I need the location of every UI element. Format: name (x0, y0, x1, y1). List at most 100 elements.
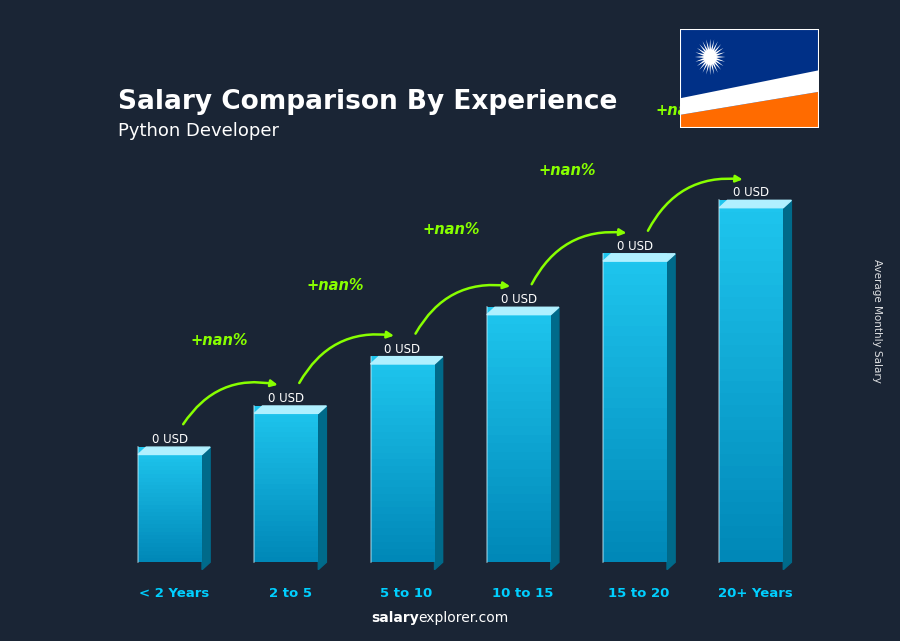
Bar (371, 431, 435, 439)
Bar (138, 451, 202, 454)
Bar (255, 431, 319, 437)
Bar (371, 459, 435, 466)
Bar (603, 284, 667, 295)
Bar (719, 453, 783, 466)
Text: 10 to 15: 10 to 15 (492, 587, 554, 600)
FancyArrowPatch shape (184, 381, 275, 424)
Bar (255, 442, 319, 447)
Bar (487, 358, 551, 367)
Bar (603, 418, 667, 429)
Bar (138, 481, 202, 485)
Bar (255, 458, 319, 463)
Polygon shape (371, 356, 443, 364)
Bar (719, 296, 783, 309)
Bar (603, 397, 667, 408)
Bar (255, 536, 319, 542)
Bar (371, 466, 435, 473)
Bar (719, 224, 783, 237)
Bar (603, 336, 667, 346)
Bar (603, 304, 667, 315)
Bar (487, 477, 551, 486)
Bar (603, 541, 667, 552)
Bar (371, 528, 435, 535)
Bar (255, 531, 319, 537)
Bar (719, 526, 783, 538)
Bar (255, 526, 319, 531)
Text: Average Monthly Salary: Average Monthly Salary (872, 258, 883, 383)
Text: 20+ Years: 20+ Years (718, 587, 793, 600)
Bar (138, 554, 202, 558)
Polygon shape (680, 71, 819, 115)
Bar (603, 459, 667, 470)
Bar (603, 326, 667, 336)
Bar (487, 469, 551, 478)
Bar (371, 555, 435, 562)
Text: 0 USD: 0 USD (268, 392, 304, 405)
Text: < 2 Years: < 2 Years (139, 587, 209, 600)
Bar (371, 487, 435, 494)
Bar (603, 428, 667, 439)
Polygon shape (435, 356, 443, 570)
Bar (603, 294, 667, 305)
Bar (487, 511, 551, 520)
Bar (371, 479, 435, 487)
Bar (603, 408, 667, 419)
Text: 0 USD: 0 USD (384, 343, 420, 356)
Bar (487, 494, 551, 503)
Bar (719, 538, 783, 550)
Bar (487, 349, 551, 358)
Bar (719, 212, 783, 224)
Polygon shape (667, 254, 675, 570)
Bar (138, 528, 202, 531)
Bar (603, 531, 667, 542)
Bar (138, 524, 202, 528)
Bar (487, 409, 551, 418)
Bar (487, 341, 551, 350)
Bar (255, 515, 319, 520)
Bar (603, 387, 667, 397)
Bar (138, 489, 202, 493)
Text: 2 to 5: 2 to 5 (269, 587, 312, 600)
Polygon shape (719, 200, 791, 208)
Bar (371, 390, 435, 397)
Bar (371, 363, 435, 370)
Bar (138, 454, 202, 458)
Bar (603, 356, 667, 367)
Bar (487, 401, 551, 409)
Text: +nan%: +nan% (423, 222, 480, 237)
Bar (603, 346, 667, 356)
Bar (371, 356, 435, 363)
Bar (487, 435, 551, 444)
Bar (603, 315, 667, 326)
Polygon shape (680, 92, 819, 128)
Bar (487, 307, 551, 316)
Bar (487, 545, 551, 554)
Bar (138, 447, 202, 451)
Bar (255, 437, 319, 442)
Bar (719, 320, 783, 333)
Polygon shape (487, 307, 559, 315)
Bar (487, 553, 551, 562)
Bar (138, 458, 202, 462)
Bar (487, 375, 551, 384)
Polygon shape (255, 406, 327, 413)
Bar (603, 490, 667, 501)
Bar (255, 546, 319, 552)
Bar (255, 499, 319, 505)
Bar (255, 468, 319, 474)
Bar (138, 493, 202, 497)
Bar (138, 535, 202, 539)
Bar (255, 504, 319, 510)
Bar (138, 512, 202, 516)
Bar (138, 547, 202, 551)
Text: Salary Comparison By Experience: Salary Comparison By Experience (118, 89, 617, 115)
FancyArrowPatch shape (416, 283, 508, 333)
Bar (255, 556, 319, 562)
Bar (255, 426, 319, 432)
Bar (487, 503, 551, 512)
Bar (719, 333, 783, 345)
Bar (487, 392, 551, 401)
Bar (487, 324, 551, 333)
Bar (487, 519, 551, 528)
Text: +nan%: +nan% (539, 163, 597, 178)
